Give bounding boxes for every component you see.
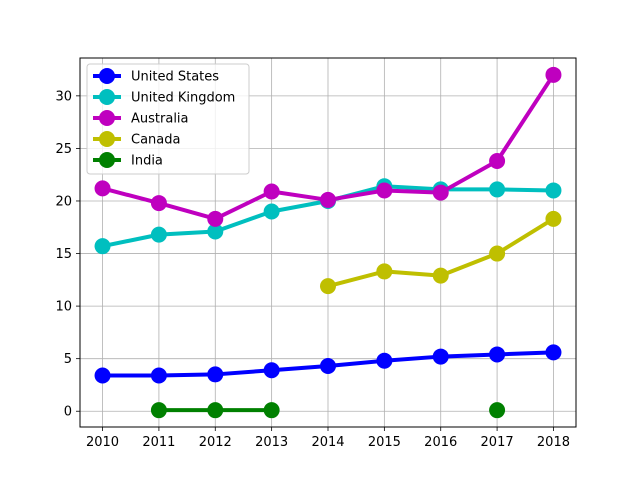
data-point [489, 153, 506, 170]
data-point [94, 238, 111, 255]
legend-marker [99, 152, 115, 168]
y-axis: 0 5 10 15 20 25 30 [55, 89, 80, 420]
legend-frame [86, 63, 250, 175]
legend-item: United Kingdom [93, 89, 235, 106]
x-tick-label: 2013 [255, 435, 288, 450]
y-tick-label: 10 [55, 300, 72, 315]
y-tick-label: 5 [64, 352, 72, 367]
y-tick-label: 15 [55, 247, 72, 262]
data-point [545, 210, 562, 227]
series-canada [320, 210, 562, 295]
y-tick-label: 30 [55, 89, 72, 104]
series-line-segment [438, 251, 500, 278]
data-point [432, 267, 449, 284]
data-point [432, 184, 449, 201]
data-point [207, 223, 224, 240]
series-line-segment [156, 372, 218, 378]
data-point [376, 352, 393, 369]
legend-marker [99, 110, 115, 126]
series-line-segment [382, 269, 443, 278]
data-point [376, 263, 393, 280]
data-point [94, 367, 111, 384]
x-tick-label: 2016 [424, 435, 457, 450]
y-tick-label: 25 [55, 142, 72, 157]
legend-label: Canada [131, 133, 180, 148]
legend-label: India [131, 154, 163, 169]
y-tick-label: 0 [64, 405, 72, 420]
legend-label: Australia [131, 112, 189, 127]
series-united-states [94, 344, 562, 384]
legend-item: Australia [93, 110, 189, 127]
series-line-segment [213, 368, 274, 377]
series-line-segment [100, 232, 161, 249]
data-point [545, 66, 562, 83]
series-line-segment [213, 209, 274, 234]
legend-marker [99, 89, 115, 105]
series-india [150, 402, 506, 419]
x-tick-label: 2012 [199, 435, 232, 450]
data-point [320, 191, 336, 208]
x-tick-label: 2010 [86, 435, 119, 450]
series-layer [94, 66, 562, 419]
series-line-segment [438, 159, 500, 195]
legend-label: United States [131, 70, 219, 85]
data-point [207, 366, 224, 383]
series-line-segment [495, 72, 556, 164]
data-point [545, 182, 562, 199]
data-point [489, 346, 506, 363]
data-point [207, 402, 224, 419]
data-point [545, 344, 562, 361]
data-point [376, 182, 393, 199]
x-tick-label: 2017 [481, 435, 514, 450]
data-point [150, 367, 167, 384]
x-tick-label: 2015 [368, 435, 401, 450]
data-point [150, 226, 167, 243]
data-point [263, 203, 280, 220]
data-point [94, 180, 111, 197]
x-tick-label: 2018 [537, 435, 570, 450]
series-line-segment [100, 186, 161, 206]
series-australia [94, 66, 562, 227]
legend-item: India [93, 152, 163, 169]
series-line-segment [382, 354, 443, 363]
data-point [150, 195, 167, 212]
data-point [263, 402, 280, 419]
data-point [489, 245, 506, 262]
legend-marker [99, 131, 115, 147]
series-line-segment [213, 189, 274, 221]
data-point [432, 348, 449, 365]
legend-item: Canada [93, 131, 180, 148]
legend-marker [99, 68, 115, 84]
series-line-segment [382, 184, 443, 192]
series-line-segment [382, 188, 443, 195]
series-line-segment [156, 201, 218, 221]
series-line-segment [495, 216, 556, 256]
series-line-segment [326, 269, 387, 289]
series-line-segment [495, 187, 556, 193]
data-point [263, 362, 280, 379]
legend: United States United Kingdom Australia Cana… [86, 63, 250, 175]
series-line-segment [495, 350, 556, 357]
series-line-segment [326, 188, 387, 202]
x-axis: 2010 2011 2012 2013 2014 2015 2016 2017 2018 [86, 427, 570, 450]
legend-item: United States [93, 68, 219, 85]
series-line-segment [156, 229, 218, 237]
series-line-segment [269, 198, 330, 214]
data-point [207, 210, 224, 227]
data-point [320, 278, 336, 295]
series-line-segment [326, 358, 387, 369]
data-point [489, 181, 506, 198]
legend-label: United Kingdom [131, 91, 235, 106]
series-line-segment [269, 364, 330, 373]
data-point [150, 402, 167, 419]
y-tick-label: 20 [55, 194, 72, 209]
x-tick-label: 2014 [311, 435, 344, 450]
data-point [320, 358, 336, 375]
x-tick-label: 2011 [142, 435, 175, 450]
data-point [263, 183, 280, 200]
data-point [489, 402, 506, 419]
series-line-segment [269, 189, 330, 202]
series-line-segment [438, 352, 500, 359]
